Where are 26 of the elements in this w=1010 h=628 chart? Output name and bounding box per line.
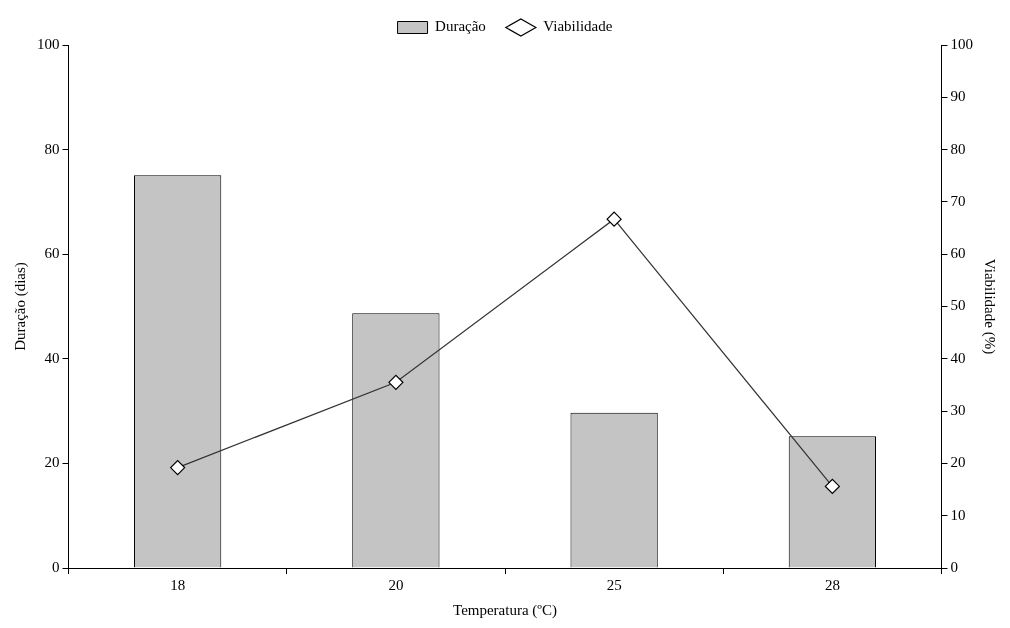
y-tick-label: 80 [44,140,60,157]
y2-tick-label: 90 [950,88,966,105]
y-axis-title: Duração (dias) [11,262,29,351]
legend-label: Duração [435,18,486,35]
y-tick-label: 60 [44,245,60,262]
y2-tick-label: 70 [950,192,966,209]
x-axis-title: Temperatura (ºC) [453,601,557,619]
y-tick-label: 40 [44,349,60,366]
x-tick-label: 20 [388,576,404,593]
x-tick-label: 28 [824,576,840,593]
y2-tick-label: 50 [950,297,966,314]
y2-tick-label: 10 [950,506,966,523]
y2-tick-label: 0 [950,558,958,575]
y-tick-label: 0 [52,558,60,575]
y2-tick-label: 20 [950,454,966,471]
y2-tick-label: 60 [950,245,966,262]
y2-axis-title: Viabilidade (%) [981,258,999,355]
y2-tick-label: 100 [950,35,973,52]
legend-label: Viabilidade [543,18,613,35]
y-tick-label: 100 [37,35,60,52]
y2-tick-label: 30 [950,402,966,419]
y-tick-label: 20 [44,454,60,471]
y2-tick-label: 80 [950,140,966,157]
x-tick-label: 18 [170,576,186,593]
x-tick-label: 25 [606,576,622,593]
y2-tick-label: 40 [950,349,966,366]
